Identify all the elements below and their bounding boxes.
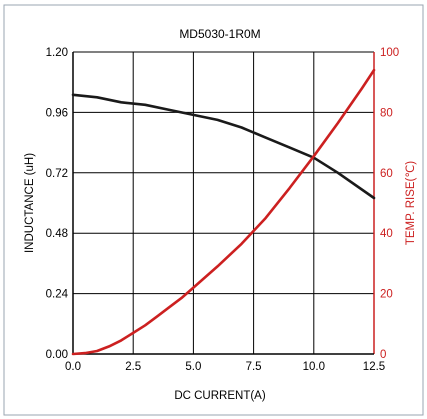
y-left-tick-label: 0.96 — [46, 107, 68, 119]
y-left-axis-label: INDUCTANCE (uH) — [24, 153, 36, 253]
y-left-tick-label: 0.48 — [46, 228, 68, 240]
x-tick-label: 2.5 — [125, 361, 141, 373]
x-tick-label: 0.0 — [65, 361, 81, 373]
x-tick-label: 12.5 — [363, 361, 385, 373]
outer-frame — [3, 4, 424, 416]
y-right-axis-label: TEMP. RISE(℃) — [405, 161, 417, 245]
grid — [72, 51, 375, 355]
temp-rise-line — [71, 68, 376, 356]
y-right-tick-label: 20 — [380, 289, 393, 301]
x-tick-label: 7.5 — [246, 361, 262, 373]
x-tick-label: 5.0 — [185, 361, 201, 373]
y-left-tick-label: 0.72 — [46, 168, 68, 180]
y-right-tick-label: 40 — [380, 228, 393, 240]
series-lines — [71, 68, 376, 356]
y-right-tick-label: 100 — [380, 47, 399, 59]
y-right-tick-labels: 0 20 40 60 80 100 — [380, 47, 399, 361]
y-right-tick-label: 80 — [380, 107, 393, 119]
y-left-tick-label: 0.00 — [46, 349, 68, 361]
y-left-tick-labels: 0.00 0.24 0.48 0.72 0.96 1.20 — [46, 47, 69, 361]
x-tick-label: 10.0 — [303, 361, 325, 373]
y-left-tick-label: 1.20 — [46, 47, 68, 59]
chart-title: MD5030-1R0M — [179, 27, 260, 41]
x-axis-label: DC CURRENT(A) — [174, 390, 266, 402]
x-tick-labels: 0.0 2.5 5.0 7.5 10.0 12.5 — [65, 361, 385, 373]
y-right-tick-label: 60 — [380, 168, 393, 180]
y-left-tick-label: 0.24 — [46, 289, 69, 301]
y-right-tick-label: 0 — [380, 349, 386, 361]
inductance-line — [71, 93, 376, 200]
